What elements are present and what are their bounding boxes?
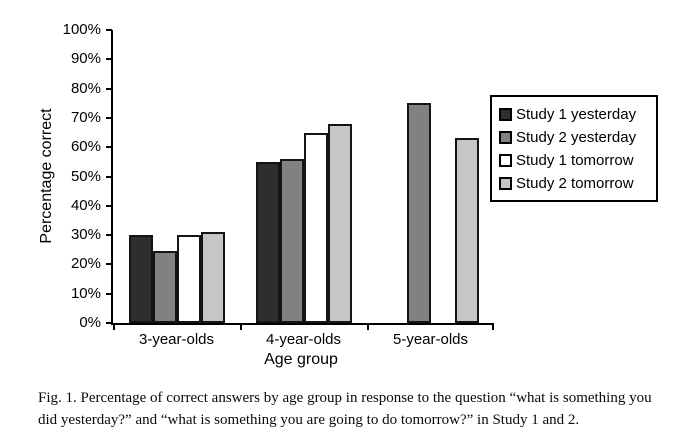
bar-study-2-yesterday-5-year-olds <box>406 103 431 323</box>
legend-label: Study 2 tomorrow <box>516 175 634 192</box>
y-axis-tick <box>106 322 112 324</box>
legend-swatch-icon <box>499 154 512 167</box>
legend-swatch-icon <box>499 177 512 190</box>
y-axis-tick <box>106 146 112 149</box>
bar-study-2-tomorrow-5-year-olds <box>454 138 479 323</box>
x-axis-tick <box>492 325 494 330</box>
y-axis-tick-label: 30% <box>70 226 101 244</box>
bar-study-1-tomorrow-3-year-olds <box>176 235 201 323</box>
legend: Study 1 yesterday Study 2 yesterday Study … <box>490 95 658 202</box>
legend-label: Study 1 tomorrow <box>516 152 634 169</box>
legend-item: Study 2 yesterday <box>499 126 650 149</box>
y-axis-tick <box>106 292 112 295</box>
legend-item: Study 1 yesterday <box>499 103 650 126</box>
y-axis-tick <box>106 263 112 266</box>
y-axis-tick-label: 40% <box>70 196 101 214</box>
x-axis-tick <box>367 325 369 330</box>
bar-study-2-tomorrow-4-year-olds <box>327 124 352 323</box>
bar-study-2-yesterday-4-year-olds <box>279 159 304 323</box>
plot-area: 0% 10% 20% 30% 40% 50% 60% 70% 80% 90% 100% 3-year-… <box>63 22 494 348</box>
legend-swatch-icon <box>499 131 512 144</box>
y-axis-tick-label: 0% <box>79 314 101 331</box>
y-axis-tick <box>106 116 112 119</box>
legend-item: Study 1 tomorrow <box>499 149 650 172</box>
y-axis-tick-label: 90% <box>70 50 101 68</box>
y-axis-tick <box>106 204 112 207</box>
x-axis-category-label: 5-year-olds <box>392 331 469 348</box>
bar-study-1-yesterday-3-year-olds <box>128 235 153 323</box>
x-axis-tick <box>113 325 115 330</box>
y-axis-tick-label: 80% <box>70 79 101 97</box>
x-axis-category-label: 3-year-olds <box>138 331 215 348</box>
figure-caption: Fig. 1. Percentage of correct answers by… <box>38 390 652 428</box>
y-axis-tick-label: 100% <box>62 21 101 38</box>
legend-swatch-icon <box>499 108 512 121</box>
y-axis-tick <box>106 87 112 90</box>
y-axis-tick <box>106 58 112 61</box>
legend-item: Study 2 tomorrow <box>499 172 650 195</box>
y-axis-tick <box>106 234 112 237</box>
bar-study-2-tomorrow-3-year-olds <box>200 232 225 323</box>
y-axis-tick-label: 20% <box>70 255 101 273</box>
y-axis-tick-label: 10% <box>70 284 101 302</box>
bar-study-1-tomorrow-4-year-olds <box>303 133 328 323</box>
y-axis-tick-label: 50% <box>70 167 101 185</box>
bar-study-2-yesterday-3-year-olds <box>152 251 177 323</box>
legend-label: Study 1 yesterday <box>516 106 637 123</box>
y-axis-tick <box>106 175 112 178</box>
y-axis-tick-label: 70% <box>70 108 101 126</box>
x-axis-title: Age group <box>264 351 338 368</box>
x-axis-category-label: 4-year-olds <box>265 331 342 348</box>
y-axis-tick-label: 60% <box>70 138 101 156</box>
y-axis-tick <box>106 29 112 31</box>
x-axis-tick <box>240 325 242 330</box>
legend-label: Study 2 yesterday <box>516 129 637 146</box>
bar-study-1-yesterday-4-year-olds <box>255 162 280 323</box>
